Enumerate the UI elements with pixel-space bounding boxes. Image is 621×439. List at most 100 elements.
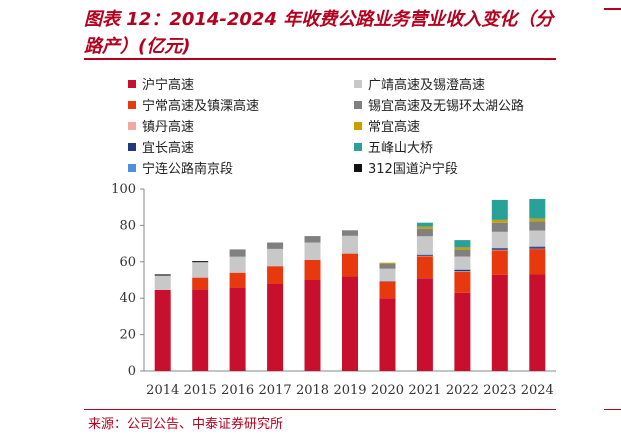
y-tick-label: 0	[128, 364, 136, 379]
chart-title: 图表 12：2014-2024 年收费公路业务营业收入变化（分路产）(亿元)	[84, 9, 554, 57]
bar-segment-2015-沪宁高速	[192, 289, 209, 371]
x-tick-label: 2024	[521, 383, 554, 398]
bar-segment-2021-锡宜高速及无锡环太湖公路	[416, 228, 433, 237]
bar-segment-2015-宁常高速及镇溧高速	[192, 277, 209, 290]
y-tick-label: 100	[111, 182, 136, 197]
adjacent-panel-rule	[604, 8, 621, 10]
y-tick-label: 80	[119, 218, 136, 233]
footer-rule	[84, 409, 556, 410]
bar-segment-2019-锡宜高速及无锡环太湖公路	[342, 230, 358, 236]
bar-segment-2024-宜长高速	[529, 247, 546, 249]
bar-segment-2021-宁连公路南京段	[416, 254, 433, 255]
bar-segment-2016-沪宁高速	[229, 287, 246, 371]
legend-swatch-沪宁高速	[128, 80, 136, 88]
x-tick-label: 2019	[333, 383, 366, 398]
bar-segment-2018-广靖高速及锡澄高速	[304, 242, 321, 260]
bar-segment-2016-宁常高速及镇溧高速	[229, 272, 246, 288]
bar-segment-2022-五峰山大桥	[454, 240, 471, 248]
legend-label-宁常高速及镇溧高速: 宁常高速及镇溧高速	[142, 98, 259, 114]
bar-segment-2022-沪宁高速	[454, 292, 471, 371]
bar-segment-2015-广靖高速及锡澄高速	[192, 262, 209, 278]
bar-segment-2023-宁常高速及镇溧高速	[491, 250, 508, 275]
legend-label-镇丹高速: 镇丹高速	[142, 119, 194, 135]
legend-swatch-五峰山大桥	[354, 143, 362, 151]
bar-segment-2021-宁常高速及镇溧高速	[416, 256, 433, 279]
bar-segment-2015-312国道沪宁段	[192, 261, 209, 263]
bar-segment-2024-宁连公路南京段	[529, 246, 546, 247]
bar-segment-2023-五峰山大桥	[491, 199, 508, 220]
legend-swatch-宜长高速	[128, 143, 136, 151]
bar-segment-2020-沪宁高速	[379, 298, 396, 371]
legend-label-锡宜高速及无锡环太湖公路: 锡宜高速及无锡环太湖公路	[368, 98, 524, 114]
x-tick-label: 2022	[446, 383, 479, 398]
bar-segment-2023-宜长高速	[491, 248, 508, 250]
bar-segment-2022-宜长高速	[454, 269, 471, 272]
bar-segment-2022-宁连公路南京段	[454, 269, 471, 270]
legend-swatch-宁常高速及镇溧高速	[128, 101, 136, 109]
bar-segment-2017-宁常高速及镇溧高速	[267, 266, 284, 284]
x-tick-label: 2015	[184, 383, 217, 398]
bar-segment-2024-五峰山大桥	[529, 199, 546, 219]
bar-segment-2014-广靖高速及锡澄高速	[154, 275, 171, 290]
bar-segment-2017-沪宁高速	[267, 284, 284, 371]
bar-segment-2022-锡宜高速及无锡环太湖公路	[454, 249, 471, 257]
bar-segment-2022-广靖高速及锡澄高速	[454, 256, 471, 270]
source-note: 来源：公司公告、中泰证券研究所	[88, 417, 284, 432]
bar-segment-2021-常宜高速	[416, 226, 433, 229]
bar-segment-2018-沪宁高速	[304, 280, 321, 371]
legend-label-312国道沪宁段: 312国道沪宁段	[368, 161, 458, 177]
legend-swatch-锡宜高速及无锡环太湖公路	[354, 101, 362, 109]
bar-segment-2022-常宜高速	[454, 247, 471, 250]
bar-segment-2017-广靖高速及锡澄高速	[267, 248, 284, 267]
bar-segment-2020-宜长高速	[379, 281, 396, 282]
x-tick-label: 2017	[259, 383, 292, 398]
bar-segment-2020-锡宜高速及无锡环太湖公路	[379, 263, 396, 269]
adjacent-panel-footer-rule	[604, 409, 621, 410]
bar-segment-2024-宁常高速及镇溧高速	[529, 249, 546, 275]
bar-segment-2017-锡宜高速及无锡环太湖公路	[267, 242, 284, 249]
bar-segment-2021-广靖高速及锡澄高速	[416, 236, 433, 255]
bar-segment-2024-镇丹高速	[529, 248, 546, 249]
x-tick-label: 2018	[296, 383, 329, 398]
legend-label-宁连公路南京段: 宁连公路南京段	[142, 161, 233, 177]
bar-segment-2020-常宜高速	[379, 262, 396, 264]
x-tick-label: 2016	[221, 383, 254, 398]
bar-segment-2019-宁常高速及镇溧高速	[342, 253, 358, 277]
x-tick-label: 2023	[483, 383, 516, 398]
bar-segment-2023-镇丹高速	[491, 249, 508, 251]
x-tick-label: 2021	[408, 383, 441, 398]
bar-segment-2020-广靖高速及锡澄高速	[379, 268, 396, 282]
bar-segment-2021-沪宁高速	[416, 278, 433, 371]
bar-segment-2022-宁常高速及镇溧高速	[454, 271, 471, 293]
chart-bars	[154, 199, 546, 371]
bar-segment-2016-锡宜高速及无锡环太湖公路	[229, 249, 246, 257]
x-tick-label: 2014	[146, 383, 179, 398]
bar-segment-2024-广靖高速及锡澄高速	[529, 230, 546, 247]
y-tick-label: 20	[119, 328, 136, 343]
legend-label-常宜高速: 常宜高速	[368, 119, 420, 135]
bar-segment-2014-312国道沪宁段	[154, 274, 171, 276]
y-tick-label: 60	[119, 255, 136, 270]
bar-segment-2024-锡宜高速及无锡环太湖公路	[529, 221, 546, 231]
bar-segment-2016-广靖高速及锡澄高速	[229, 256, 246, 273]
legend-swatch-312国道沪宁段	[354, 164, 362, 172]
legend-swatch-常宜高速	[354, 122, 362, 130]
bar-segment-2019-沪宁高速	[342, 276, 358, 371]
bar-segment-2019-广靖高速及锡澄高速	[342, 235, 358, 254]
legend-label-五峰山大桥: 五峰山大桥	[368, 141, 433, 156]
legend-label-广靖高速及锡澄高速: 广靖高速及锡澄高速	[368, 77, 485, 93]
bar-segment-2020-宁常高速及镇溧高速	[379, 281, 396, 299]
bar-segment-2014-沪宁高速	[154, 290, 171, 371]
bar-segment-2018-锡宜高速及无锡环太湖公路	[304, 236, 321, 243]
bar-segment-2021-五峰山大桥	[416, 222, 433, 227]
legend-label-宜长高速: 宜长高速	[142, 140, 194, 156]
bar-segment-2023-常宜高速	[491, 219, 508, 223]
y-tick-label: 40	[119, 291, 136, 306]
bar-segment-2020-镇丹高速	[379, 281, 396, 282]
bar-segment-2022-镇丹高速	[454, 271, 471, 272]
chart-axes: 0 20 40 60 80 100 2014 2015 2016 2017 2018 2019 2020…	[111, 182, 556, 398]
legend-swatch-镇丹高速	[128, 122, 136, 130]
bar-segment-2023-锡宜高速及无锡环太湖公路	[491, 222, 508, 232]
